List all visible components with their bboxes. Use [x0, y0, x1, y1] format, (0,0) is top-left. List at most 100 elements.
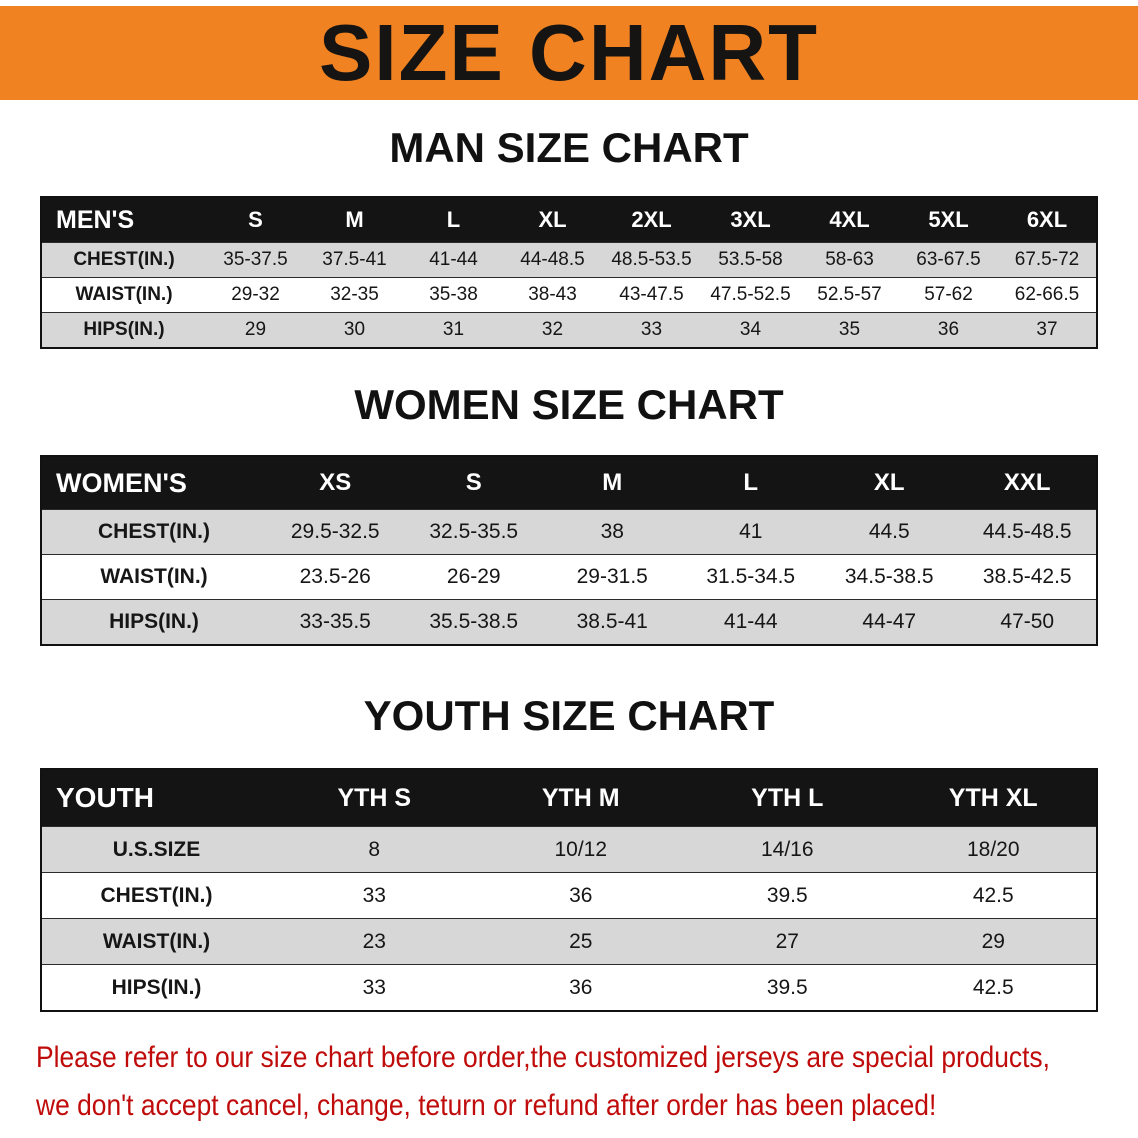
size-cell: 18/20: [966, 837, 1020, 861]
size-cell: 47-50: [1000, 610, 1055, 633]
size-cell: 39.5: [766, 975, 808, 999]
size-cell: 29-31.5: [576, 565, 648, 588]
row-label: HIPS(IN.): [111, 975, 202, 999]
size-cell: 31: [442, 319, 465, 340]
size-cell: 35-37.5: [223, 249, 288, 270]
size-cell: 35.5-38.5: [429, 610, 519, 633]
size-cell: 33: [362, 883, 386, 907]
men-size-table: MEN'S S M L XL 2XL 3XL 4XL 5XL 6XL CHEST…: [40, 196, 1098, 349]
banner-title: SIZE CHART: [319, 8, 819, 97]
size-cell: 32-35: [330, 284, 379, 305]
size-header-cell: XL: [820, 456, 959, 510]
disclaimer-line-2: we don't accept cancel, change, teturn o…: [36, 1089, 937, 1122]
size-cell: 34.5-38.5: [844, 565, 934, 588]
size-cell: 42.5: [972, 883, 1014, 907]
size-cell: 10/12: [554, 837, 608, 861]
size-header-cell: 5XL: [899, 197, 998, 243]
size-header-cell: L: [404, 197, 503, 243]
size-cell: 37.5-41: [322, 249, 387, 270]
size-cell: 8: [368, 837, 381, 861]
size-cell: 27: [775, 929, 799, 953]
size-header-cell: YTH S: [271, 769, 478, 827]
row-label: CHEST(IN.): [73, 249, 175, 270]
size-cell: 33: [362, 975, 386, 999]
size-cell: 33: [640, 319, 663, 340]
size-cell: 63-67.5: [916, 249, 981, 270]
women-size-table: WOMEN'S XS S M L XL XXL CHEST(IN.) 29.5-…: [40, 455, 1098, 646]
row-label: HIPS(IN.): [109, 610, 199, 633]
women-chest-row: CHEST(IN.) 29.5-32.5 32.5-35.5 38 41 44.…: [41, 509, 1097, 555]
disclaimer-line-1: Please refer to our size chart before or…: [36, 1041, 1050, 1074]
size-cell: 67.5-72: [1014, 249, 1080, 270]
size-cell: 34: [739, 319, 762, 340]
size-cell: 29-32: [231, 284, 280, 305]
size-cell: 57-62: [924, 284, 973, 305]
size-cell: 38: [600, 520, 624, 543]
row-label: WAIST(IN.): [75, 284, 173, 305]
size-cell: 35: [838, 319, 861, 340]
row-label: U.S.SIZE: [112, 837, 201, 861]
size-cell: 37: [1036, 319, 1058, 340]
size-cell: 38.5-41: [576, 610, 648, 633]
youth-chest-row: CHEST(IN.) 33 36 39.5 42.5: [41, 872, 1097, 919]
size-cell: 14/16: [760, 837, 814, 861]
size-cell: 25: [569, 929, 593, 953]
women-table-header-row: WOMEN'S XS S M L XL XXL: [41, 456, 1097, 510]
youth-ussize-row: U.S.SIZE 8 10/12 14/16 18/20: [41, 826, 1097, 873]
men-waist-row: WAIST(IN.) 29-32 32-35 35-38 38-43 43-47…: [41, 277, 1097, 313]
women-table-wrap: WOMEN'S XS S M L XL XXL CHEST(IN.) 29.5-…: [0, 455, 1138, 646]
disclaimer: Please refer to our size chart before or…: [0, 1012, 1138, 1130]
size-cell: 30: [343, 319, 366, 340]
size-header-cell: S: [206, 197, 305, 243]
youth-table-header-row: YOUTH YTH S YTH M YTH L YTH XL: [41, 769, 1097, 827]
youth-hips-row: HIPS(IN.) 33 36 39.5 42.5: [41, 964, 1097, 1011]
youth-size-table: YOUTH YTH S YTH M YTH L YTH XL U.S.SIZE …: [40, 768, 1098, 1012]
size-cell: 33-35.5: [299, 610, 371, 633]
size-header-cell: XL: [503, 197, 602, 243]
row-label: CHEST(IN.): [100, 883, 213, 907]
size-cell: 29.5-32.5: [290, 520, 380, 543]
men-table-header-row: MEN'S S M L XL 2XL 3XL 4XL 5XL 6XL: [41, 197, 1097, 243]
size-header-cell: XXL: [958, 456, 1097, 510]
size-header-cell: XS: [266, 456, 405, 510]
men-table-title-cell: MEN'S: [41, 197, 206, 243]
size-header-cell: YTH M: [477, 769, 684, 827]
size-cell: 29: [244, 319, 267, 340]
size-cell: 44-48.5: [520, 249, 585, 270]
size-cell: 23: [362, 929, 386, 953]
size-cell: 44.5-48.5: [982, 520, 1072, 543]
size-header-cell: YTH XL: [890, 769, 1097, 827]
row-label: HIPS(IN.): [83, 319, 165, 340]
size-cell: 31.5-34.5: [706, 565, 796, 588]
size-cell: 58-63: [825, 249, 874, 270]
size-cell: 26-29: [446, 565, 501, 588]
size-cell: 29: [981, 929, 1005, 953]
size-cell: 42.5: [972, 975, 1014, 999]
size-header-cell: M: [305, 197, 404, 243]
size-cell: 41: [739, 520, 763, 543]
size-cell: 53.5-58: [718, 249, 783, 270]
man-size-chart-heading: MAN SIZE CHART: [389, 124, 749, 171]
size-cell: 36: [569, 883, 593, 907]
youth-table-title-cell: YOUTH: [41, 769, 271, 827]
size-cell: 32.5-35.5: [429, 520, 519, 543]
size-header-cell: L: [681, 456, 820, 510]
size-chart-banner: SIZE CHART: [0, 6, 1138, 100]
size-cell: 39.5: [766, 883, 808, 907]
women-size-chart-heading: WOMEN SIZE CHART: [354, 381, 784, 428]
size-cell: 35-38: [429, 284, 478, 305]
youth-waist-row: WAIST(IN.) 23 25 27 29: [41, 918, 1097, 965]
size-cell: 41-44: [723, 610, 778, 633]
size-header-cell: 6XL: [998, 197, 1097, 243]
size-cell: 47.5-52.5: [710, 284, 791, 305]
size-cell: 32: [541, 319, 564, 340]
size-cell: 38-43: [528, 284, 577, 305]
size-cell: 52.5-57: [817, 284, 882, 305]
size-header-cell: 3XL: [701, 197, 800, 243]
size-header-cell: M: [543, 456, 682, 510]
size-cell: 48.5-53.5: [611, 249, 692, 270]
size-header-cell: 4XL: [800, 197, 899, 243]
size-cell: 62-66.5: [1014, 284, 1080, 305]
size-header-cell: YTH L: [684, 769, 891, 827]
men-chest-row: CHEST(IN.) 35-37.5 37.5-41 41-44 44-48.5…: [41, 242, 1097, 278]
